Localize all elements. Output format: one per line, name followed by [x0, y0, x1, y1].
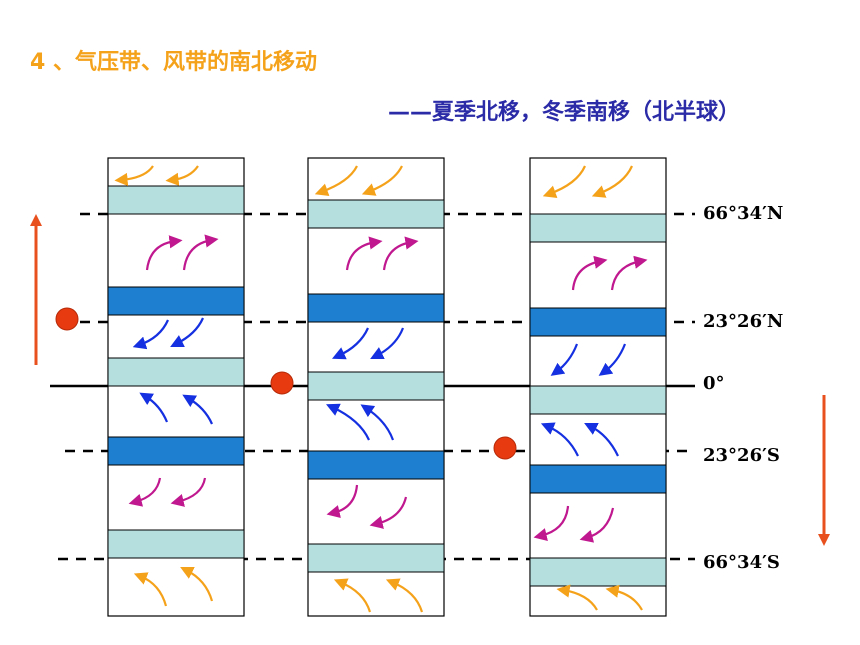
- polar-easterly-arrow: [314, 165, 358, 196]
- polar-easterly-arrow: [361, 165, 403, 196]
- polar-easterly-arrow: [180, 567, 214, 602]
- polar-easterly-arrow: [591, 165, 634, 198]
- westerly-arrow: [382, 236, 419, 271]
- subpolar-low-belt-s: [529, 557, 667, 587]
- westerly-arrow: [182, 234, 219, 271]
- se-trade-wind-arrow: [360, 404, 395, 441]
- westerly-arrow: [579, 507, 615, 543]
- sun-point-marker-equator: [270, 371, 294, 395]
- subtropical-high-belt-s: [107, 436, 245, 466]
- polar-easterly-arrow: [542, 165, 587, 198]
- westerly-arrow: [145, 235, 183, 271]
- subtropical-high-belt-s: [529, 464, 667, 494]
- equatorial-low-belt: [307, 371, 445, 401]
- subpolar-low-belt-s: [107, 529, 245, 559]
- latitude-label-66s: 66°34′S: [703, 552, 780, 573]
- polar-easterly-arrow: [385, 578, 424, 613]
- subtropical-high-belt-n: [307, 293, 445, 323]
- subtropical-high-belt-s: [307, 450, 445, 480]
- subtropical-high-belt-n: [529, 307, 667, 337]
- slide-heading: 4 、气压带、风带的南北移动: [30, 50, 317, 75]
- westerly-arrow: [571, 255, 608, 291]
- se-trade-wind-arrow: [139, 392, 169, 423]
- westerly-arrow: [326, 484, 359, 518]
- polar-easterly-arrow: [165, 165, 199, 186]
- se-trade-wind-arrow: [540, 422, 579, 457]
- subtropical-high-belt-n: [107, 286, 245, 316]
- subpolar-low-belt-s: [307, 543, 445, 573]
- se-trade-wind-arrow: [326, 403, 371, 441]
- polar-easterly-arrow: [605, 584, 643, 611]
- equatorial-low-belt: [529, 385, 667, 415]
- belt-column-1: [107, 157, 245, 617]
- ne-trade-wind-arrow: [331, 327, 370, 360]
- subpolar-low-belt-n: [307, 199, 445, 229]
- sun-point-marker-south: [493, 436, 517, 460]
- belt-column-2: [307, 157, 445, 617]
- westerly-arrow: [345, 236, 383, 271]
- ne-trade-wind-arrow: [370, 327, 405, 359]
- sun-point-marker-north: [55, 307, 79, 331]
- polar-easterly-arrow: [333, 578, 372, 613]
- belt-column-3: [529, 157, 667, 617]
- polar-easterly-arrow: [114, 165, 154, 187]
- westerly-arrow: [610, 255, 648, 291]
- ne-trade-wind-arrow: [598, 343, 627, 376]
- subpolar-low-belt-n: [529, 213, 667, 243]
- se-trade-wind-arrow: [584, 423, 619, 457]
- ne-trade-wind-arrow: [170, 317, 205, 347]
- ne-trade-wind-arrow: [550, 343, 579, 376]
- latitude-label-23s: 23°26′S: [703, 445, 780, 466]
- polar-easterly-arrow: [133, 572, 168, 607]
- latitude-label-66n: 66°34′N: [703, 203, 784, 224]
- westerly-arrow: [170, 477, 207, 507]
- equatorial-low-belt: [107, 357, 245, 387]
- latitude-label-23n: 23°26′N: [703, 311, 784, 332]
- ne-trade-wind-arrow: [132, 319, 170, 350]
- se-trade-wind-arrow: [182, 394, 214, 425]
- polar-easterly-arrow: [556, 584, 598, 611]
- westerly-arrow: [369, 496, 408, 529]
- slide-subheading: ——夏季北移，冬季南移（北半球）: [388, 100, 741, 125]
- latitude-label-equator: 0°: [703, 373, 725, 394]
- westerly-arrow: [533, 505, 570, 541]
- subpolar-low-belt-n: [107, 185, 245, 215]
- westerly-arrow: [128, 477, 162, 507]
